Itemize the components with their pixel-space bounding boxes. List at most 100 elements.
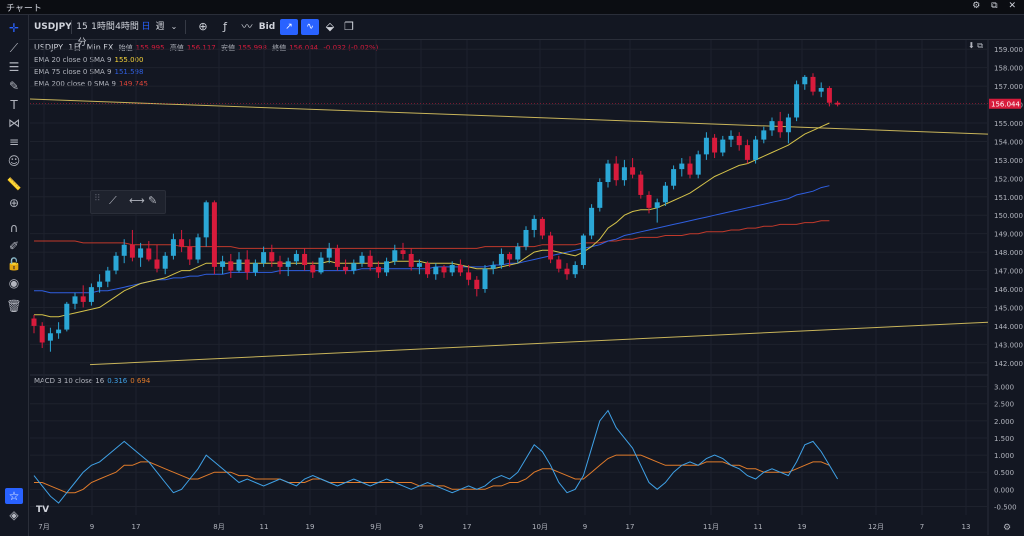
ruler-icon[interactable]: 📏 (6, 177, 22, 191)
lock-drawing-icon[interactable]: ✐ (8, 239, 20, 253)
bid-button[interactable]: Bid (258, 22, 276, 32)
candle-body (80, 296, 86, 302)
favorites-star-icon[interactable]: ☆ (5, 488, 23, 504)
candle-body (318, 257, 324, 273)
magnet-icon[interactable]: ∩ (9, 221, 19, 235)
wave-tool-icon[interactable]: ∿ (301, 19, 319, 35)
candle-body (367, 255, 373, 267)
interval-4h[interactable]: 4時間 (115, 22, 139, 32)
candle-body (597, 182, 603, 208)
candle-body (170, 239, 176, 256)
candle-body (187, 246, 193, 260)
brush-icon[interactable]: ✎ (8, 79, 20, 93)
signal-value: 0.694 (130, 377, 151, 385)
time-tick-label: 10月 (532, 523, 548, 531)
ema-lines (34, 122, 830, 318)
candle-body (154, 259, 160, 269)
emoji-icon[interactable]: ☺ (7, 154, 21, 168)
add-compare-icon[interactable]: ⊕ (198, 20, 208, 33)
trash-icon[interactable]: 🗑 (6, 299, 22, 313)
time-tick-label: 9月 (370, 523, 381, 531)
macd-lines (33, 409, 839, 504)
macd-tick-label: 3.000 (994, 384, 1014, 392)
candle-body (646, 194, 652, 208)
pattern-icon[interactable]: ⋈ (8, 116, 20, 130)
pen-tool-icon[interactable]: ✎ (148, 194, 158, 207)
candle-body (146, 248, 152, 260)
crosshair-icon[interactable]: ✛ (8, 21, 20, 35)
trendline-icon[interactable]: ⟋ (9, 41, 19, 55)
candle-body (769, 121, 775, 131)
candle-body (277, 261, 283, 267)
candle-body (293, 253, 299, 262)
ema75-label: EMA 75 close 0 SMA 9 (34, 68, 112, 76)
candle-body (638, 174, 644, 195)
eye-icon[interactable]: ◉ (8, 276, 20, 290)
text-icon[interactable]: T (10, 98, 18, 112)
chart-type-icon[interactable]: 〰 (241, 20, 253, 33)
lock-icon[interactable]: 🔓 (6, 257, 22, 271)
candle-body (244, 259, 250, 273)
price-tick-label: 153.000 (994, 157, 1023, 165)
candle-body (105, 270, 111, 282)
interval-1h[interactable]: 1時間 (91, 22, 115, 32)
candle-body (449, 265, 455, 273)
candle-body (351, 263, 357, 271)
candle-body (613, 163, 619, 181)
time-tick-label: 7月 (38, 523, 49, 531)
price-tick-label: 159.000 (994, 46, 1023, 54)
indicators-icon[interactable]: ƒ (223, 20, 227, 33)
window-controls[interactable]: ⚙ ⧉ ✕ (972, 1, 1020, 11)
candle-body (572, 265, 578, 275)
price-tick-label: 155.000 (994, 120, 1023, 128)
price-tick-label: 147.000 (994, 268, 1023, 276)
horizontal-line-icon[interactable]: ⟷ (129, 194, 145, 207)
macd-tick-label: 0.500 (994, 469, 1014, 477)
candle-body (818, 87, 824, 92)
zoom-in-icon[interactable]: ⊕ (8, 196, 20, 210)
fib-icon[interactable]: ≡ (8, 135, 20, 149)
ohlc-legend: USDJPY 1日 Min FX 始値 155.995 高値 156.117 安値 1… (34, 42, 381, 53)
axes: 159.000158.000157.000156.000155.000154.0… (36, 46, 1023, 533)
macd-tick-label: 0.000 (994, 486, 1014, 494)
interval-15m[interactable]: 15分 (76, 22, 88, 48)
candle-body (728, 135, 734, 140)
time-tick-label: 7 (920, 523, 924, 531)
window-titlebar: チャート ⚙ ⧉ ✕ (0, 0, 1024, 15)
candle-body (334, 248, 340, 267)
candle-body (531, 218, 537, 230)
candle-body (679, 163, 685, 170)
candle-body (384, 261, 390, 273)
candle-body (490, 265, 496, 269)
candle-body (113, 255, 119, 271)
time-tick-label: 12月 (868, 523, 884, 531)
parallel-lines-icon[interactable]: ☰ (8, 60, 20, 74)
candle-body (621, 167, 627, 181)
grid (30, 40, 989, 535)
time-tick-label: 17 (132, 523, 141, 531)
price-tick-label: 144.000 (994, 323, 1023, 331)
candle-body (736, 135, 742, 146)
close-label: 終値 (272, 44, 287, 52)
ema75-legend: EMA 75 close 0 SMA 9 151.598 (34, 68, 146, 76)
fill-tool-icon[interactable]: ⬙ (325, 20, 335, 33)
candle-body (695, 154, 701, 175)
pane-controls[interactable]: ⬇ ⧉ (968, 41, 983, 50)
interval-1d[interactable]: 日 (141, 22, 151, 32)
trendline-tool-icon[interactable]: ⟋ (109, 194, 117, 207)
interval-1w[interactable]: 週 (155, 22, 165, 32)
candle-body (753, 139, 759, 160)
candle-body (425, 263, 431, 275)
chevron-down-icon[interactable]: ⌄ (170, 22, 178, 31)
legend-symbol: USDJPY (34, 43, 63, 52)
layers-icon[interactable]: ◈ (9, 508, 19, 522)
price-tick-label: 150.000 (994, 212, 1023, 220)
copy-icon[interactable]: ❐ (344, 20, 354, 33)
symbol-search[interactable]: USDJPY (34, 22, 72, 32)
ema200-value: 149.745 (118, 80, 148, 88)
price-tick-label: 145.000 (994, 304, 1023, 312)
candle-body (220, 261, 226, 267)
drag-handle-icon[interactable]: ⠿ (94, 194, 101, 204)
line-tool-icon[interactable]: ↗ (280, 19, 298, 35)
